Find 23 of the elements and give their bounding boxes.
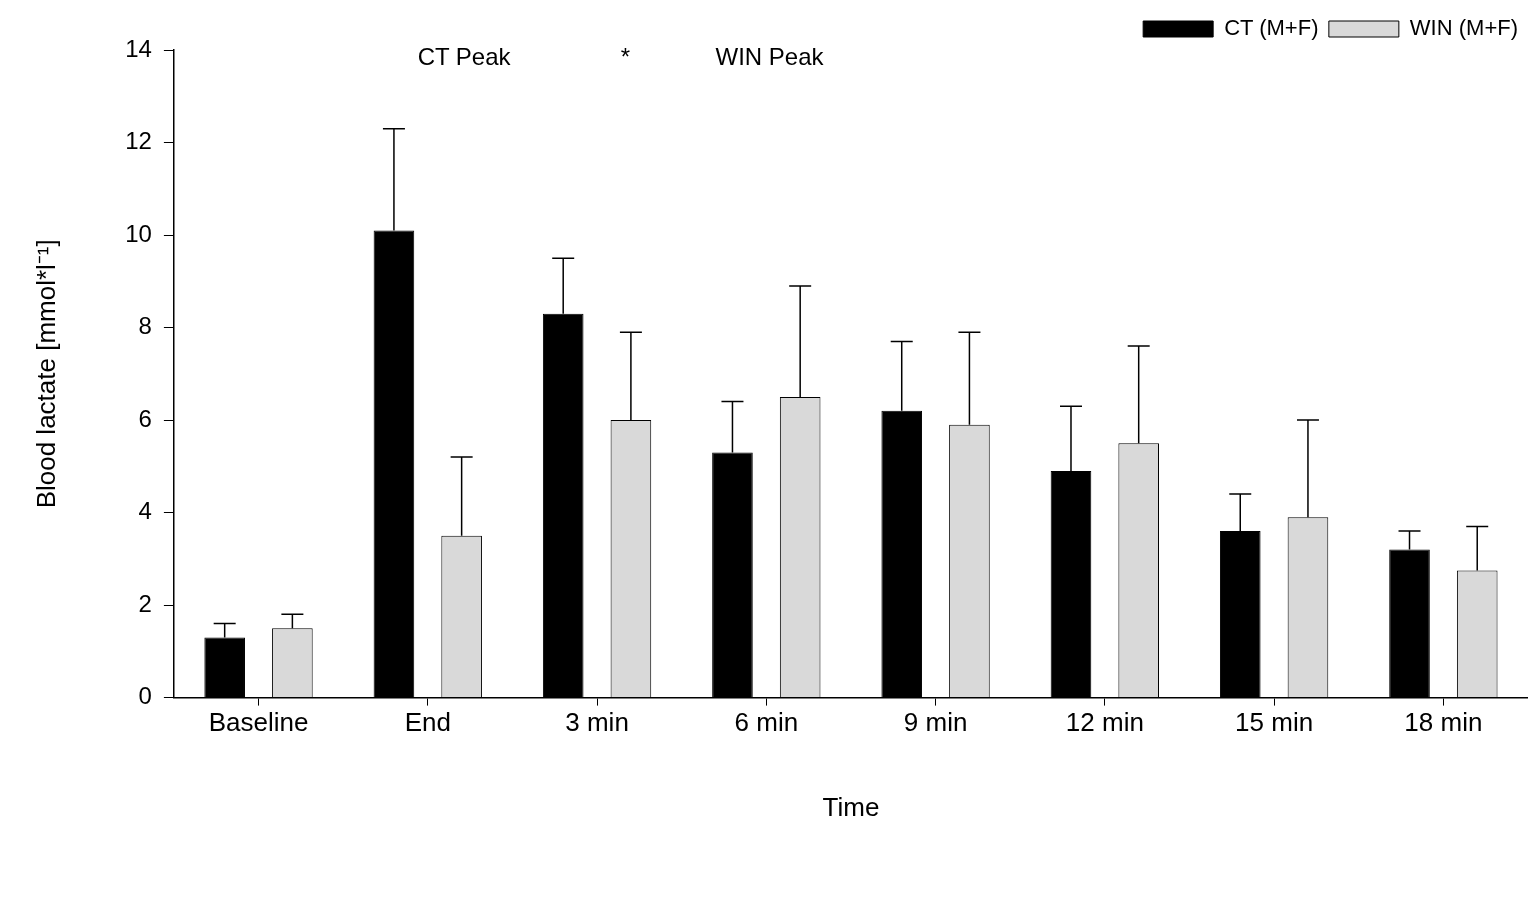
annotation: CT Peak — [417, 42, 512, 70]
y-tick-label: 4 — [138, 497, 152, 525]
y-tick-label: 14 — [125, 34, 152, 62]
x-tick-label: 3 min — [565, 707, 629, 738]
y-axis-title: Blood lactate [mmol*l⁻¹] — [30, 239, 61, 509]
x-tick-label: 9 min — [903, 707, 968, 738]
annotation: WIN Peak — [715, 42, 825, 70]
y-tick-label: 8 — [138, 312, 152, 340]
x-tick-label: 18 min — [1404, 707, 1483, 738]
y-tick-label: 6 — [138, 404, 152, 432]
x-tick-label: 15 min — [1235, 707, 1314, 738]
x-axis-title: Time — [822, 791, 880, 822]
x-tick-label: 12 min — [1065, 707, 1144, 738]
x-tick-label: Baseline — [208, 707, 309, 738]
annotation: * — [620, 42, 631, 70]
y-tick-label: 12 — [125, 127, 152, 155]
y-tick-label: 2 — [138, 589, 152, 617]
x-tick-label: End — [404, 707, 451, 738]
legend-label: CT (M+F) — [1224, 15, 1319, 41]
y-tick-label: 0 — [138, 682, 152, 710]
y-tick-label: 10 — [125, 219, 152, 247]
x-tick-label: 6 min — [734, 707, 799, 738]
legend-label: WIN (M+F) — [1409, 15, 1519, 41]
